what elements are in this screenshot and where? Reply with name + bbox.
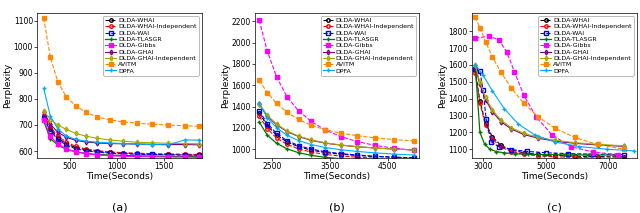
Y-axis label: Perplexity: Perplexity <box>3 63 12 108</box>
X-axis label: Time(Seconds): Time(Seconds) <box>303 172 371 181</box>
X-axis label: Time(Seconds): Time(Seconds) <box>521 172 588 181</box>
Y-axis label: Perplexity: Perplexity <box>438 63 447 108</box>
Y-axis label: Perplexity: Perplexity <box>221 63 230 108</box>
X-axis label: Time(Seconds): Time(Seconds) <box>86 172 153 181</box>
Legend: DLDA-WHAI, DLDA-WHAI-Independent, DLDA-WAI, DLDA-TLASGR, DLDA-Gibbs, DLDA-GHAI, : DLDA-WHAI, DLDA-WHAI-Independent, DLDA-W… <box>321 16 416 76</box>
Legend: DLDA-WHAI, DLDA-WHAI-Independent, DLDA-WAI, DLDA-TLASGR, DLDA-Gibbs, DLDA-GHAI, : DLDA-WHAI, DLDA-WHAI-Independent, DLDA-W… <box>104 16 199 76</box>
Title: (a): (a) <box>112 202 127 212</box>
Title: (b): (b) <box>329 202 345 212</box>
Title: (c): (c) <box>547 202 562 212</box>
Legend: DLDA-WHAI, DLDA-WHAI-Independent, DLDA-WAI, DLDA-TLASGR, DLDA-Gibbs, DLDA-GHAI, : DLDA-WHAI, DLDA-WHAI-Independent, DLDA-W… <box>538 16 634 76</box>
